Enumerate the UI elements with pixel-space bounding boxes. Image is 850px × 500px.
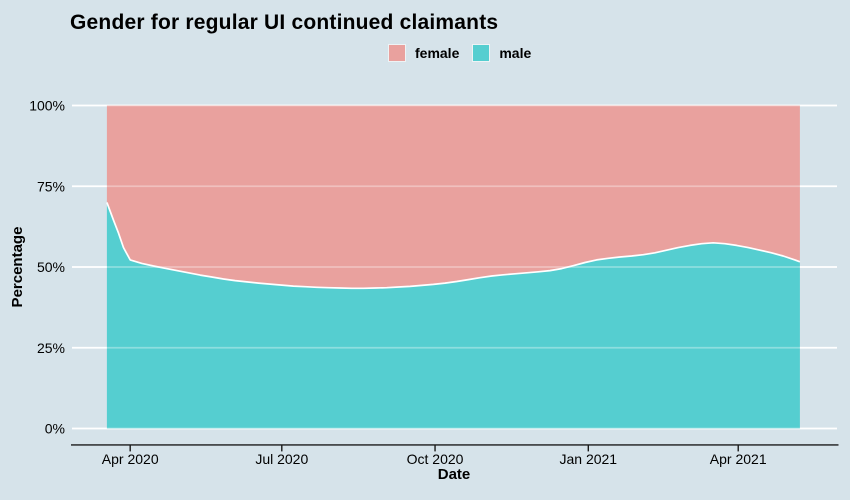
x-tick-label-Oct-2020: Oct 2020 <box>407 451 464 467</box>
legend-item-female: female <box>388 44 459 62</box>
x-tick-label-Jan-2021: Jan 2021 <box>559 451 617 467</box>
y-tick-label-0%: 0% <box>45 421 65 437</box>
x-tick-label-Jul-2020: Jul 2020 <box>255 451 308 467</box>
y-tick-label-50%: 50% <box>37 259 65 275</box>
legend-label-female: female <box>415 45 460 61</box>
female-swatch <box>388 44 406 62</box>
male-swatch <box>472 44 491 62</box>
y-tick-label-75%: 75% <box>37 178 65 194</box>
chart-title: Gender for regular UI continued claimant… <box>70 11 499 34</box>
legend-item-male: male <box>472 44 531 62</box>
y-axis-title: Percentage <box>9 226 26 308</box>
y-tick-label-100%: 100% <box>29 98 65 114</box>
female-area <box>106 105 800 289</box>
x-axis-title: Date <box>437 466 471 483</box>
legend: female male <box>388 44 531 62</box>
x-tick-label-Apr-2020: Apr 2020 <box>102 451 159 467</box>
legend-label-male: male <box>499 45 532 61</box>
male-female-boundary-line <box>106 202 801 290</box>
male-area <box>106 202 800 429</box>
y-tick-label-25%: 25% <box>37 340 65 356</box>
x-tick-label-Apr-2021: Apr 2021 <box>710 451 767 467</box>
